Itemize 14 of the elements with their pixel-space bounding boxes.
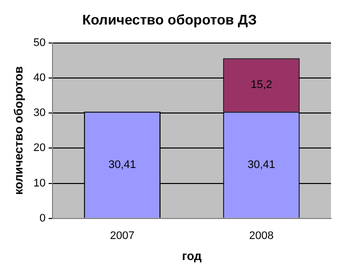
data-label: 30,41 bbox=[248, 158, 276, 171]
y-tick-label: 10 bbox=[33, 177, 46, 190]
y-tick-label: 30 bbox=[33, 107, 46, 120]
x-tick-label: 2008 bbox=[249, 230, 274, 242]
data-label: 30,41 bbox=[108, 158, 136, 171]
y-tick-label: 0 bbox=[40, 212, 46, 224]
y-tick-label: 40 bbox=[33, 72, 46, 84]
y-tick-label: 50 bbox=[33, 36, 46, 49]
x-axis-title: год bbox=[182, 249, 202, 264]
y-tick-label: 20 bbox=[33, 142, 46, 154]
data-label: 15,2 bbox=[250, 78, 272, 91]
y-axis-title: количество оборотов bbox=[12, 66, 26, 195]
x-tick-label: 2007 bbox=[110, 230, 134, 242]
chart-title: Количество оборотов ДЗ bbox=[82, 11, 258, 28]
